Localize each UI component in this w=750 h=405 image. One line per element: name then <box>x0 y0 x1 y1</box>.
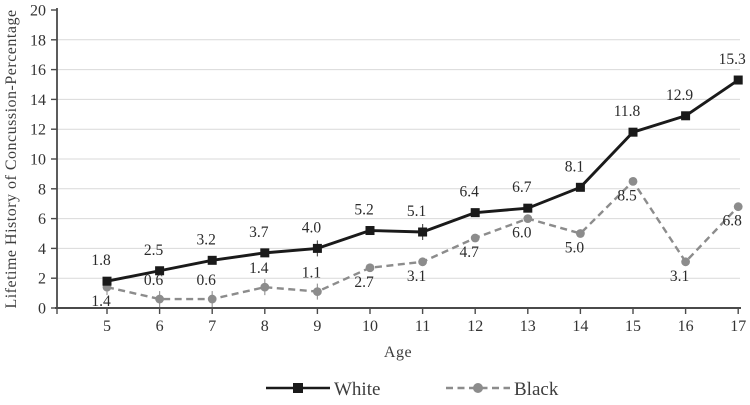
black-data-label: 0.6 <box>197 272 217 289</box>
data-labels: 1.8 2.5 3.2 3.7 4.0 5.2 5.1 6.4 6.7 8.1 11.8 12.9 15… <box>91 51 746 310</box>
x-tick-label: 14 <box>572 318 588 335</box>
x-tick-label: 12 <box>467 318 483 335</box>
white-data-point <box>260 248 270 258</box>
x-tick-label: 16 <box>678 318 694 335</box>
x-tick-label: 8 <box>261 318 269 335</box>
y-tick-label: 14 <box>30 92 46 109</box>
black-data-point <box>681 257 690 267</box>
series-lines <box>102 75 743 304</box>
legend-black-label: Black <box>514 379 559 400</box>
white-data-point <box>575 182 585 192</box>
black-data-point <box>207 294 217 304</box>
white-data-label: 6.7 <box>512 179 532 196</box>
black-data-point <box>733 202 743 212</box>
white-data-label: 12.9 <box>666 87 693 104</box>
x-tick-label: 6 <box>156 318 164 335</box>
black-data-point <box>576 229 585 238</box>
white-data-label: 5.2 <box>354 202 373 219</box>
y-tick-label: 4 <box>38 241 46 258</box>
white-data-label: 11.8 <box>614 103 641 120</box>
y-tick-label: 18 <box>30 32 46 49</box>
legend-black-circle-marker <box>473 383 483 393</box>
black-data-label: 6.0 <box>512 225 532 242</box>
black-data-label: 1.4 <box>91 293 111 310</box>
black-data-label: 5.0 <box>565 240 585 257</box>
white-data-label: 8.1 <box>565 158 584 175</box>
white-data-label: 1.8 <box>91 252 111 269</box>
y-tick-label: 2 <box>38 271 46 288</box>
white-series-line <box>106 78 740 283</box>
white-data-point <box>365 226 375 236</box>
black-data-label: 3.1 <box>670 268 689 285</box>
black-data-label: 6.8 <box>723 213 743 230</box>
black-data-point <box>470 233 480 243</box>
black-data-point <box>260 282 270 292</box>
y-axis-title: Lifetime History of Concussion-Percentag… <box>3 9 20 308</box>
black-data-point <box>418 257 427 267</box>
white-data-label: 15.3 <box>719 51 746 68</box>
black-data-label: 8.5 <box>617 187 637 204</box>
gridlines <box>57 39 740 279</box>
black-data-point <box>313 287 322 297</box>
y-tick-label: 0 <box>38 301 46 318</box>
y-tick-label: 10 <box>30 152 46 169</box>
black-data-label: 1.4 <box>249 260 269 277</box>
white-data-point <box>418 227 428 237</box>
x-tick-label: 7 <box>208 318 216 335</box>
white-data-label: 3.2 <box>197 231 216 248</box>
y-tick-label: 20 <box>30 3 46 20</box>
axes: 0 2 4 6 8 10 12 14 16 18 20 5 6 7 8 9 10 11 12 13 14 15 16 17 <box>30 3 746 336</box>
y-tick-label: 8 <box>38 181 46 198</box>
legend-white-square-marker <box>293 383 303 393</box>
black-data-label: 1.1 <box>302 265 321 282</box>
white-data-point <box>523 203 533 213</box>
black-data-label: 4.7 <box>460 244 480 261</box>
x-tick-label: 9 <box>313 318 321 335</box>
y-tick-label: 6 <box>38 211 46 228</box>
white-data-point <box>628 127 638 137</box>
y-tick-label: 12 <box>30 122 46 139</box>
x-tick-label: 10 <box>362 318 378 335</box>
x-tick-label: 17 <box>730 318 746 335</box>
x-tick-label: 13 <box>520 318 536 335</box>
white-data-label: 6.4 <box>460 184 480 201</box>
white-data-point <box>312 243 322 253</box>
white-data-point <box>733 75 743 85</box>
white-data-label: 5.1 <box>407 203 426 220</box>
x-tick-label: 5 <box>103 318 111 335</box>
white-data-point <box>102 276 112 286</box>
white-data-point <box>470 208 480 218</box>
white-data-label: 2.5 <box>144 242 164 259</box>
white-data-point <box>681 111 691 121</box>
white-data-label: 3.7 <box>249 224 269 241</box>
black-data-point <box>365 263 375 273</box>
white-data-point <box>155 266 165 276</box>
x-tick-label: 15 <box>625 318 641 335</box>
black-data-label: 0.6 <box>144 272 164 289</box>
x-tick-label: 11 <box>415 318 430 335</box>
white-data-label: 4.0 <box>302 219 322 236</box>
black-data-label: 2.7 <box>354 274 374 291</box>
black-data-point <box>155 294 165 304</box>
black-data-label: 3.1 <box>407 268 426 285</box>
legend: White Black <box>266 379 559 400</box>
white-data-point <box>207 255 217 265</box>
legend-white-label: White <box>334 379 380 400</box>
black-data-point <box>628 176 638 186</box>
x-axis-title: Age <box>384 344 412 361</box>
black-data-point <box>523 214 533 224</box>
y-tick-label: 16 <box>30 62 46 79</box>
